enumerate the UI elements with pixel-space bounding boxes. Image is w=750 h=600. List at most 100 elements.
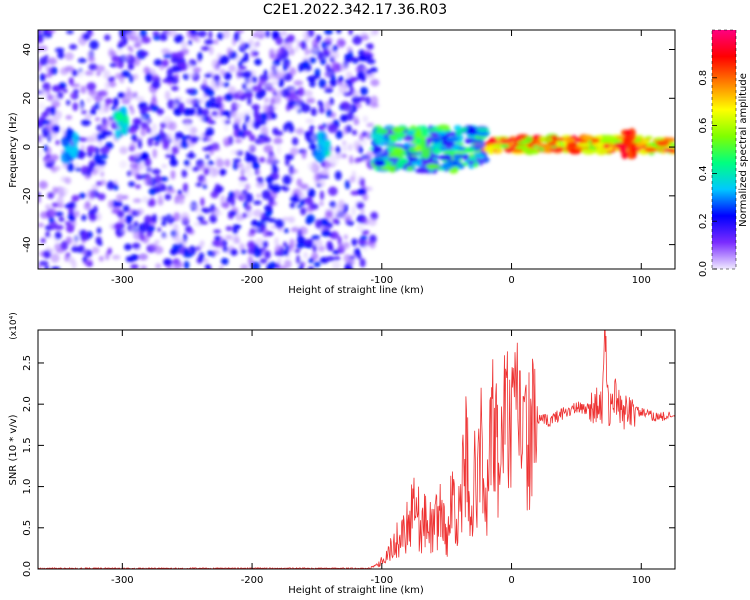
spectrogram-cell [45, 231, 51, 238]
spectrogram-cell [351, 238, 358, 247]
spectrogram-cell [107, 199, 115, 209]
spectrogram-cell [70, 83, 81, 88]
spectrogram-cell [403, 142, 411, 149]
colorbar-tick-label: 0.8 [698, 70, 709, 86]
spectrogram-cell [304, 238, 314, 245]
spectrogram-cell [425, 163, 440, 170]
spectrogram-cell [139, 30, 148, 39]
spectrogram-cell [304, 45, 309, 56]
spectrogram-cell [189, 150, 194, 160]
spectrogram-cell [88, 213, 97, 222]
spectrogram-cell [334, 256, 341, 261]
x-tick-label: -100 [370, 275, 393, 286]
spectrogram-cell [234, 238, 241, 244]
spectrogram-cell [94, 116, 101, 122]
x-tick-label: 0 [508, 575, 514, 586]
spectrogram-cell [236, 163, 244, 168]
spectrogram-cell [87, 56, 96, 63]
spectrogram-cell [64, 177, 72, 185]
snr-multiplier: (x10⁴) [9, 312, 19, 339]
spectrogram-cell [374, 128, 389, 135]
spectrogram-cell [287, 216, 296, 224]
spectrogram-cell [177, 196, 185, 205]
spectrogram-cell [114, 111, 124, 122]
spectrogram-cell [139, 106, 147, 116]
spectrogram-cell [86, 82, 97, 91]
spectrogram-cell [83, 258, 93, 267]
spectrogram-cell [296, 242, 304, 249]
spectrogram-cell [317, 131, 322, 145]
spectrogram-cell [163, 48, 168, 54]
y-tick-label: 2.5 [22, 355, 33, 371]
spectrogram-cell [327, 242, 334, 252]
spectrogram-cell [256, 83, 263, 93]
spectrogram-cell [300, 183, 309, 190]
spectrogram-cell [441, 161, 454, 170]
spectrogram-cell [133, 136, 138, 143]
spectrogram-cell [209, 169, 218, 178]
spectrogram-cell [77, 57, 87, 64]
spectrogram-cell [431, 136, 441, 144]
spectrogram-cell [202, 184, 208, 189]
spectrogram-cell [170, 169, 176, 180]
spectrogram-cell [581, 134, 594, 141]
spectrogram-cell [188, 203, 197, 209]
spectrogram-cell [344, 179, 351, 190]
spectrogram-cell [363, 49, 371, 57]
spectrogram-cell [332, 218, 339, 224]
spectrogram-cell [135, 96, 145, 102]
spectrogram-cell [300, 261, 307, 266]
spectrogram-cell [294, 103, 301, 112]
spectrogram-x-label: Height of straight line (km) [288, 285, 424, 296]
spectrogram-cell [357, 175, 363, 181]
spectrogram-cell [346, 46, 353, 53]
spectrogram-cell [219, 102, 225, 112]
spectrogram-cell [243, 201, 248, 209]
spectrogram-cell [126, 86, 131, 97]
spectrogram-cell [289, 48, 295, 56]
spectrogram-cell [153, 58, 163, 67]
spectrogram-cell [48, 216, 55, 224]
spectrogram-cell [111, 209, 121, 214]
spectrogram-cell [169, 248, 178, 256]
spectrogram-cell [224, 234, 233, 241]
spectrogram-cell [51, 202, 59, 208]
spectrogram-cell [288, 168, 299, 174]
spectrogram-cell [233, 117, 242, 125]
spectrogram-cell [111, 55, 121, 63]
y-tick-label: 0.5 [22, 520, 33, 536]
spectrogram-cell [69, 43, 78, 50]
spectrogram-cell [200, 46, 210, 52]
spectrogram-cell [341, 153, 347, 159]
spectrogram-cell [274, 244, 285, 254]
spectrogram-cell [211, 58, 219, 69]
spectrogram-cell [189, 88, 194, 94]
spectrogram-cell [356, 188, 367, 196]
spectrogram-cell [107, 247, 112, 255]
spectrogram-cell [161, 164, 168, 169]
spectrogram-cell [561, 137, 575, 142]
spectrogram-cell [139, 50, 149, 57]
spectrogram-cell [225, 225, 233, 231]
spectrogram-cell [132, 73, 139, 81]
spectrogram-cell [307, 162, 317, 171]
spectrogram-cell [140, 127, 147, 137]
spectrogram-cell [174, 73, 180, 78]
spectrogram-cell [273, 137, 283, 145]
spectrogram-cell [644, 135, 654, 140]
spectrogram-cell [152, 34, 162, 41]
spectrogram-cell [263, 136, 272, 143]
spectrogram-cell [207, 249, 213, 257]
spectrogram-cell [274, 96, 282, 104]
spectrogram-cell [303, 59, 309, 68]
spectrogram-cell [248, 38, 254, 46]
spectrogram-cell [308, 257, 315, 264]
spectrogram-cell [264, 211, 271, 218]
spectrogram-cell [181, 169, 188, 178]
spectrogram-cell [271, 166, 279, 174]
spectrogram-cell [349, 76, 356, 84]
spectrogram-cell [566, 141, 578, 148]
spectrogram-cell [238, 176, 248, 182]
spectrogram-cell [224, 93, 234, 102]
spectrogram-cell [622, 129, 633, 136]
